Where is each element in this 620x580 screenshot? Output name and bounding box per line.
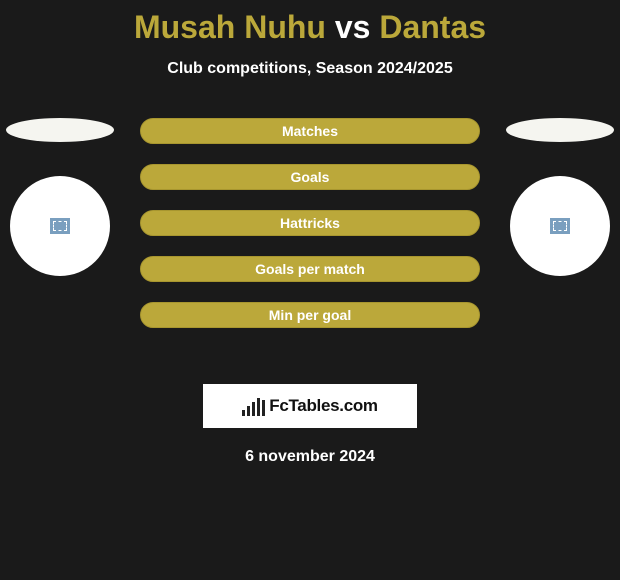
stat-label: Goals per match [255, 261, 365, 277]
stat-bar-goals: Goals [140, 164, 480, 190]
player2-ellipse [506, 118, 614, 142]
stat-bars: Matches Goals Hattricks Goals per match … [140, 118, 480, 328]
subtitle: Club competitions, Season 2024/2025 [0, 60, 620, 78]
brand-logo: FcTables.com [203, 384, 417, 428]
player2-column [500, 118, 620, 276]
stat-bar-min-per-goal: Min per goal [140, 302, 480, 328]
player1-name: Musah Nuhu [134, 9, 326, 45]
vs-separator: vs [335, 9, 371, 45]
stat-label: Goals [291, 169, 330, 185]
stat-label: Matches [282, 123, 338, 139]
comparison-title: Musah Nuhu vs Dantas [0, 9, 620, 46]
player1-column [0, 118, 120, 276]
player2-name: Dantas [379, 9, 486, 45]
infographic-container: Musah Nuhu vs Dantas Club competitions, … [0, 0, 620, 466]
stat-label: Min per goal [269, 307, 351, 323]
player2-club-badge-icon [550, 218, 570, 234]
stat-bar-goals-per-match: Goals per match [140, 256, 480, 282]
date-label: 6 november 2024 [0, 448, 620, 466]
stat-bar-matches: Matches [140, 118, 480, 144]
logo-text: FcTables.com [269, 396, 378, 416]
player1-badge-circle [10, 176, 110, 276]
stat-bar-hattricks: Hattricks [140, 210, 480, 236]
player1-ellipse [6, 118, 114, 142]
player1-club-badge-icon [50, 218, 70, 234]
player2-badge-circle [510, 176, 610, 276]
stat-label: Hattricks [280, 215, 340, 231]
logo-chart-icon [242, 396, 265, 416]
stats-area: Matches Goals Hattricks Goals per match … [0, 118, 620, 368]
